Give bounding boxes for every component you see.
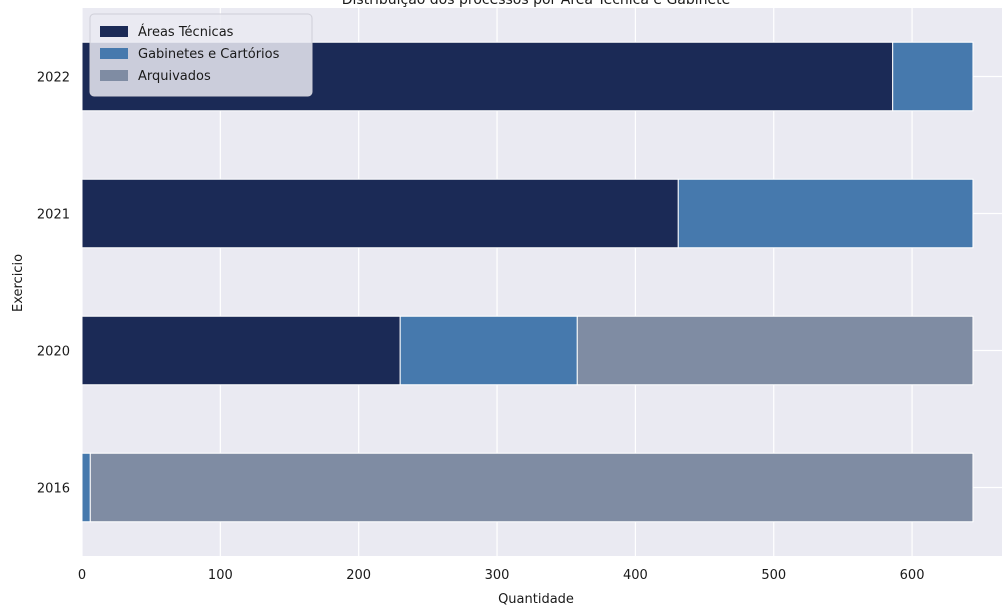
y-axis-label: Exercicio [11,254,26,312]
y-tick-label: 2020 [37,345,70,360]
bar-segment [81,452,91,523]
chart-title: Distribuição dos processos por Área Técn… [342,0,731,8]
x-axis-ticks: 0 100 200 300 400 500 600 [78,568,925,583]
x-tick-label: 200 [346,568,371,583]
x-tick-label: 100 [208,568,233,583]
y-axis-ticks: 2022 2021 2020 2016 [37,71,70,497]
legend-label: Gabinetes e Cartórios [138,47,280,62]
y-tick-label: 2016 [37,482,70,497]
bar-segment [89,452,974,523]
legend-swatch [100,70,128,81]
legend-box [89,13,313,97]
x-tick-label: 400 [623,568,648,583]
legend-swatch [100,48,128,59]
bar-segment [892,41,974,112]
x-tick-label: 600 [900,568,925,583]
legend-swatch [100,26,128,37]
x-tick-label: 300 [485,568,510,583]
bar-segment [576,315,974,386]
y-tick-label: 2022 [37,71,70,86]
x-axis-label: Quantidade [498,592,574,607]
legend-label: Áreas Técnicas [138,24,234,40]
bars [81,41,974,523]
x-tick-label: 500 [761,568,786,583]
y-tick-label: 2021 [37,208,70,223]
bar-segment [81,315,401,386]
bar-segment [81,178,679,249]
x-tick-label: 0 [78,568,86,583]
bar-segment [677,178,974,249]
legend-label: Arquivados [138,69,211,84]
bar-segment [399,315,578,386]
legend: Áreas Técnicas Gabinetes e Cartórios Arqui… [89,13,313,97]
